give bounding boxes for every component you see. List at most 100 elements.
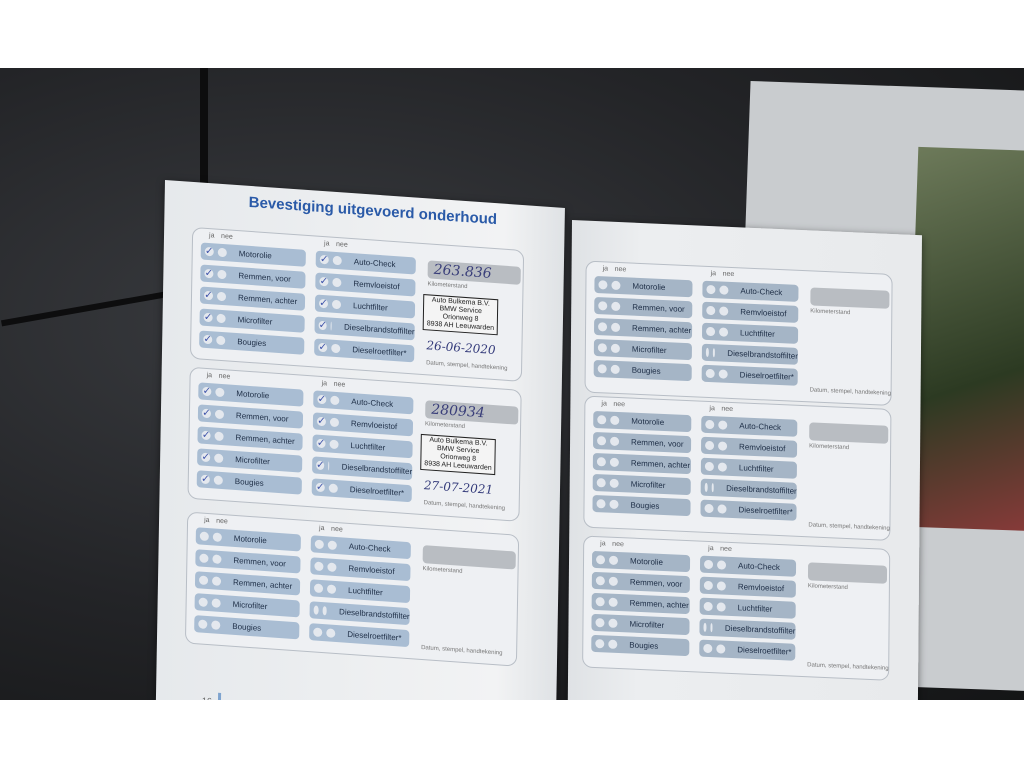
no-checkbox[interactable]: [322, 606, 328, 616]
no-checkbox[interactable]: [331, 343, 341, 354]
yes-checkbox[interactable]: [199, 553, 209, 564]
no-checkbox[interactable]: [212, 554, 222, 564]
yes-checkbox[interactable]: ✓: [200, 473, 210, 486]
no-checkbox[interactable]: [214, 409, 225, 420]
yes-checkbox[interactable]: ✓: [315, 481, 325, 494]
yes-checkbox[interactable]: ✓: [316, 459, 325, 472]
no-checkbox[interactable]: [717, 560, 727, 570]
no-checkbox[interactable]: [216, 313, 226, 324]
yes-checkbox[interactable]: [703, 643, 713, 654]
yes-checkbox[interactable]: [314, 561, 324, 572]
yes-checkbox[interactable]: [704, 461, 714, 472]
no-checkbox[interactable]: [332, 277, 342, 288]
no-checkbox[interactable]: [611, 322, 621, 333]
no-checkbox[interactable]: [719, 327, 729, 337]
yes-checkbox[interactable]: ✓: [201, 451, 211, 464]
yes-checkbox[interactable]: ✓: [318, 319, 328, 332]
yes-checkbox[interactable]: [598, 301, 608, 311]
yes-checkbox[interactable]: [596, 457, 606, 467]
yes-checkbox[interactable]: [198, 597, 208, 608]
no-checkbox[interactable]: [329, 417, 340, 428]
no-checkbox[interactable]: [328, 483, 338, 494]
no-checkbox[interactable]: [712, 348, 716, 358]
yes-checkbox[interactable]: [596, 555, 606, 565]
yes-checkbox[interactable]: [313, 605, 319, 615]
no-checkbox[interactable]: [710, 623, 713, 633]
no-checkbox[interactable]: [214, 431, 224, 442]
yes-checkbox[interactable]: [597, 343, 607, 353]
no-checkbox[interactable]: [211, 576, 222, 586]
no-checkbox[interactable]: [211, 598, 221, 608]
yes-checkbox[interactable]: [703, 622, 707, 632]
no-checkbox[interactable]: [611, 301, 621, 312]
yes-checkbox[interactable]: ✓: [316, 415, 327, 428]
no-checkbox[interactable]: [332, 255, 342, 266]
no-checkbox[interactable]: [216, 335, 226, 346]
no-checkbox[interactable]: [718, 441, 728, 451]
yes-checkbox[interactable]: [598, 322, 608, 332]
yes-checkbox[interactable]: [598, 280, 608, 290]
no-checkbox[interactable]: [329, 439, 339, 450]
yes-checkbox[interactable]: [198, 575, 209, 586]
yes-checkbox[interactable]: [597, 415, 607, 425]
no-checkbox[interactable]: [331, 299, 342, 310]
no-checkbox[interactable]: [328, 461, 330, 471]
yes-checkbox[interactable]: [198, 619, 208, 630]
yes-checkbox[interactable]: ✓: [204, 267, 214, 280]
yes-checkbox[interactable]: [595, 576, 605, 586]
yes-checkbox[interactable]: ✓: [202, 385, 212, 398]
yes-checkbox[interactable]: ✓: [316, 437, 326, 450]
yes-checkbox[interactable]: [597, 364, 607, 374]
yes-checkbox[interactable]: [595, 618, 605, 628]
no-checkbox[interactable]: [213, 475, 223, 486]
yes-checkbox[interactable]: [597, 436, 607, 446]
yes-checkbox[interactable]: [596, 478, 606, 488]
yes-checkbox[interactable]: [705, 368, 715, 379]
yes-checkbox[interactable]: [704, 482, 708, 492]
yes-checkbox[interactable]: ✓: [317, 393, 327, 406]
yes-checkbox[interactable]: [706, 284, 716, 295]
no-checkbox[interactable]: [330, 395, 340, 406]
no-checkbox[interactable]: [610, 436, 620, 447]
no-checkbox[interactable]: [716, 581, 726, 591]
no-checkbox[interactable]: [610, 364, 620, 375]
yes-checkbox[interactable]: ✓: [203, 333, 213, 346]
no-checkbox[interactable]: [212, 532, 222, 543]
no-checkbox[interactable]: [609, 555, 619, 566]
no-checkbox[interactable]: [327, 540, 337, 551]
yes-checkbox[interactable]: [703, 601, 713, 612]
yes-checkbox[interactable]: [313, 583, 324, 594]
no-checkbox[interactable]: [330, 321, 333, 331]
yes-checkbox[interactable]: [595, 639, 605, 649]
yes-checkbox[interactable]: ✓: [201, 429, 211, 442]
yes-checkbox[interactable]: [705, 347, 709, 357]
yes-checkbox[interactable]: [704, 559, 714, 570]
no-checkbox[interactable]: [717, 462, 727, 472]
yes-checkbox[interactable]: [705, 440, 715, 451]
no-checkbox[interactable]: [609, 457, 619, 468]
no-checkbox[interactable]: [215, 387, 225, 398]
yes-checkbox[interactable]: ✓: [203, 289, 214, 302]
yes-checkbox[interactable]: [706, 326, 716, 337]
no-checkbox[interactable]: [214, 453, 224, 464]
no-checkbox[interactable]: [608, 597, 618, 608]
no-checkbox[interactable]: [216, 291, 227, 302]
yes-checkbox[interactable]: [706, 305, 716, 316]
no-checkbox[interactable]: [716, 602, 726, 612]
no-checkbox[interactable]: [326, 628, 336, 638]
yes-checkbox[interactable]: ✓: [319, 253, 329, 266]
yes-checkbox[interactable]: ✓: [201, 407, 212, 420]
no-checkbox[interactable]: [326, 584, 337, 595]
yes-checkbox[interactable]: [596, 499, 606, 509]
no-checkbox[interactable]: [716, 644, 726, 654]
no-checkbox[interactable]: [217, 247, 227, 258]
no-checkbox[interactable]: [610, 415, 620, 426]
no-checkbox[interactable]: [717, 504, 727, 514]
no-checkbox[interactable]: [609, 478, 619, 489]
no-checkbox[interactable]: [608, 639, 618, 649]
no-checkbox[interactable]: [711, 483, 715, 493]
yes-checkbox[interactable]: ✓: [319, 275, 329, 288]
no-checkbox[interactable]: [327, 562, 337, 573]
yes-checkbox[interactable]: [313, 627, 323, 638]
no-checkbox[interactable]: [719, 306, 729, 316]
